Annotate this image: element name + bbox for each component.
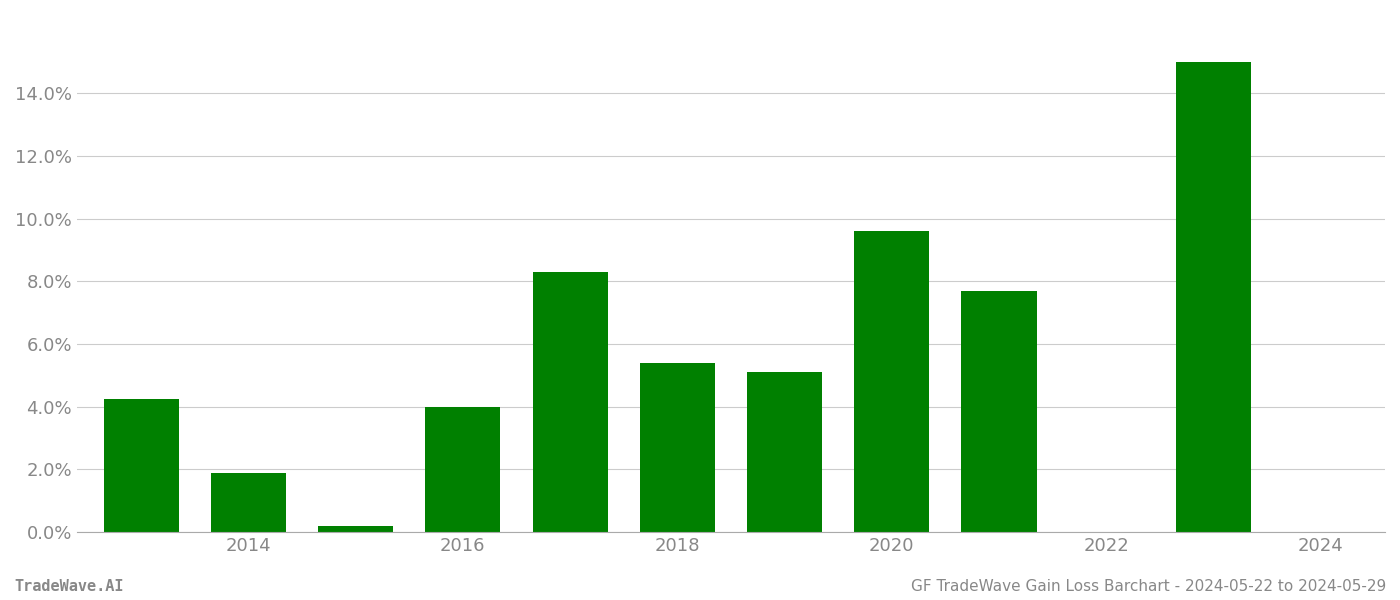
Bar: [854, 231, 930, 532]
Bar: [640, 363, 715, 532]
Text: TradeWave.AI: TradeWave.AI: [14, 579, 123, 594]
Bar: [318, 526, 393, 532]
Bar: [104, 399, 179, 532]
Bar: [426, 407, 500, 532]
Text: GF TradeWave Gain Loss Barchart - 2024-05-22 to 2024-05-29: GF TradeWave Gain Loss Barchart - 2024-0…: [911, 579, 1386, 594]
Bar: [1176, 62, 1252, 532]
Bar: [211, 473, 286, 532]
Bar: [532, 272, 608, 532]
Bar: [962, 291, 1036, 532]
Bar: [748, 372, 822, 532]
